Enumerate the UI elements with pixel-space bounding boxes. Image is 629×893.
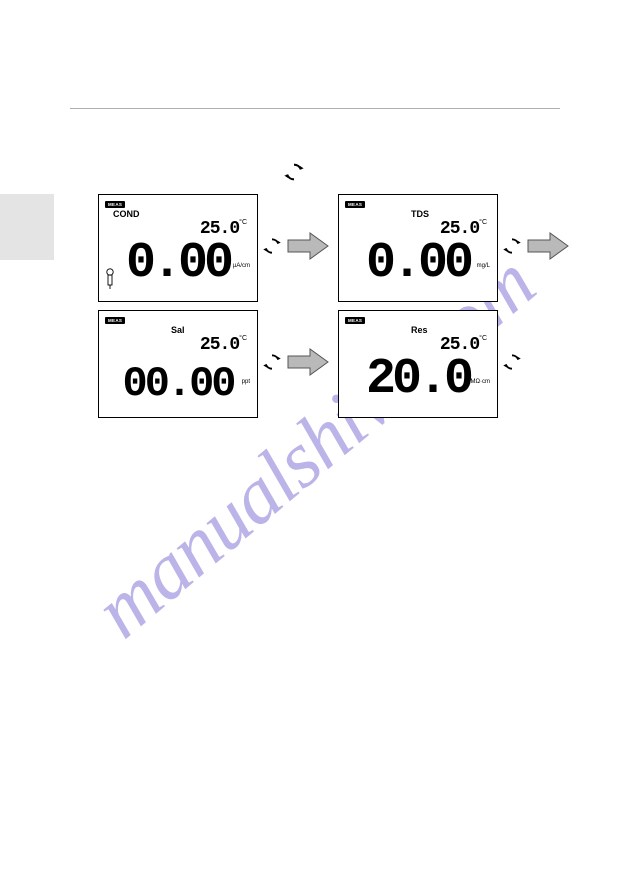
lcd-tds: MEAS TDS 25.0°C 0.00 mg/L — [338, 194, 498, 302]
arrow-icon — [286, 347, 330, 382]
lcd-res: MEAS Res 25.0°C 20.0 MΩ·cm — [338, 310, 498, 418]
cycle-icon — [502, 236, 522, 261]
status-badge: MEAS — [105, 317, 125, 324]
cycle-icon — [502, 352, 522, 377]
horizontal-rule — [70, 108, 560, 109]
status-badge: MEAS — [105, 201, 125, 208]
probe-icon — [105, 268, 115, 295]
display-row-1: MEAS COND 25.0°C 0.00 µA/cm — [98, 194, 578, 302]
main-unit: µA/cm — [233, 263, 250, 269]
cycle-icon — [262, 236, 282, 261]
temp-value: 25.0°C — [200, 335, 247, 355]
main-unit: MΩ·cm — [471, 379, 490, 385]
arrow-icon — [526, 231, 570, 266]
mode-label: TDS — [411, 209, 429, 219]
main-unit: mg/L — [477, 263, 490, 269]
main-value: 0.00 — [339, 239, 497, 289]
status-badge: MEAS — [345, 317, 365, 324]
display-grid: MEAS COND 25.0°C 0.00 µA/cm — [98, 194, 578, 426]
arrow-icon — [286, 231, 330, 266]
mode-label: COND — [113, 209, 140, 219]
main-value: 00.00 — [99, 363, 257, 405]
cycle-icon — [262, 352, 282, 377]
lcd-cond: MEAS COND 25.0°C 0.00 µA/cm — [98, 194, 258, 302]
mode-label: Sal — [171, 325, 185, 335]
main-unit: ppt — [242, 379, 250, 385]
document-page: manualshive.com MEAS COND 25.0°C 0.00 µA… — [0, 0, 629, 893]
status-badge: MEAS — [345, 201, 365, 208]
cycle-icon — [283, 161, 305, 188]
side-margin-tab — [0, 194, 54, 260]
lcd-sal: MEAS Sal 25.0°C 00.00 ppt — [98, 310, 258, 418]
mode-label: Res — [411, 325, 428, 335]
display-row-2: MEAS Sal 25.0°C 00.00 ppt MEAS — [98, 310, 578, 418]
